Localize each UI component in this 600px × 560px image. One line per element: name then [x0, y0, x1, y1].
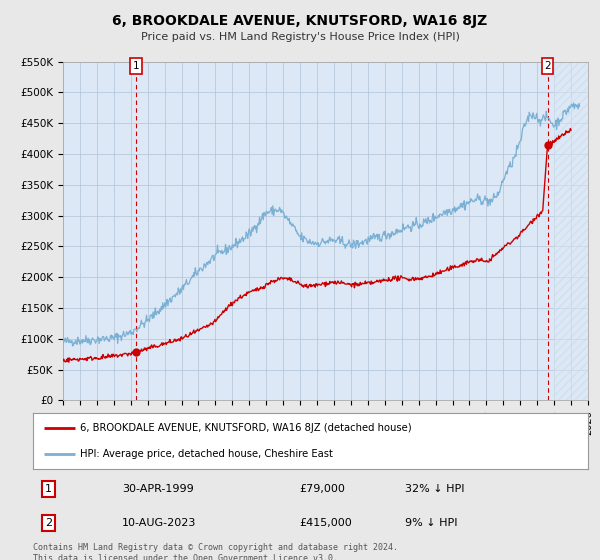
Text: £415,000: £415,000: [299, 518, 352, 528]
Bar: [554, 62, 588, 400]
Text: HPI: Average price, detached house, Cheshire East: HPI: Average price, detached house, Ches…: [80, 449, 333, 459]
Text: 6, BROOKDALE AVENUE, KNUTSFORD, WA16 8JZ: 6, BROOKDALE AVENUE, KNUTSFORD, WA16 8JZ: [112, 14, 488, 28]
Text: 9% ↓ HPI: 9% ↓ HPI: [405, 518, 457, 528]
Text: Contains HM Land Registry data © Crown copyright and database right 2024.
This d: Contains HM Land Registry data © Crown c…: [33, 543, 398, 560]
Text: 2: 2: [45, 518, 52, 528]
Text: 1: 1: [133, 61, 140, 71]
Text: £79,000: £79,000: [299, 484, 345, 494]
Text: 2: 2: [544, 61, 551, 71]
Text: 32% ↓ HPI: 32% ↓ HPI: [405, 484, 464, 494]
Text: 6, BROOKDALE AVENUE, KNUTSFORD, WA16 8JZ (detached house): 6, BROOKDALE AVENUE, KNUTSFORD, WA16 8JZ…: [80, 423, 412, 433]
Text: Price paid vs. HM Land Registry's House Price Index (HPI): Price paid vs. HM Land Registry's House …: [140, 32, 460, 43]
Text: 10-AUG-2023: 10-AUG-2023: [122, 518, 196, 528]
Text: 1: 1: [45, 484, 52, 494]
Text: 30-APR-1999: 30-APR-1999: [122, 484, 194, 494]
